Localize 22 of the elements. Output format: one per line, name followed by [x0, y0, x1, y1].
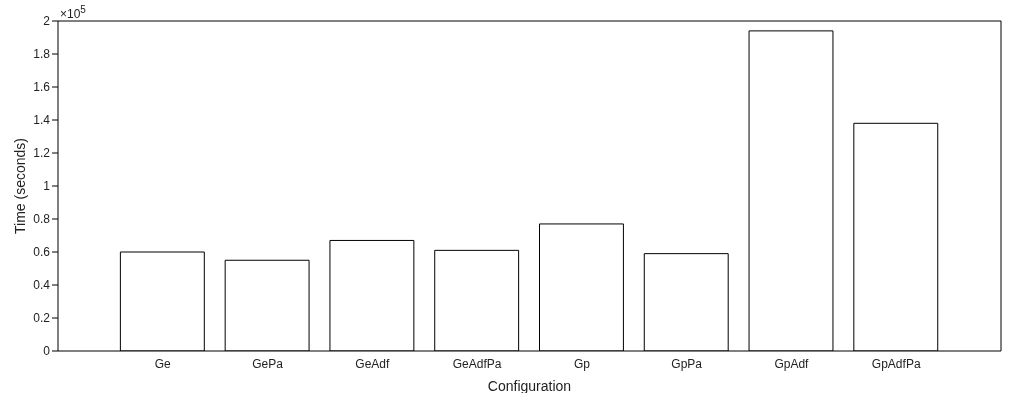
y-tick-label: 2	[43, 14, 51, 29]
y-tick-label: 0.8	[33, 212, 51, 227]
y-tick-label: 0.4	[33, 278, 51, 293]
x-tick-label: GeAdf	[355, 356, 390, 371]
annotation: ×10$^{5}$	[60, 4, 86, 21]
y-tick-label: 0.2	[33, 311, 51, 326]
x-tick-label: GePa	[252, 356, 284, 371]
y-tick-label: 1.4	[33, 113, 51, 128]
x-tick-label: GpAdfPa	[871, 356, 921, 371]
y-tick-label: 1.2	[33, 146, 51, 161]
x-tick-label: GpPa	[671, 356, 703, 371]
x-tick-label: Gp	[573, 356, 591, 371]
y-axis-title: Time (seconds)	[11, 138, 28, 234]
x-tick-label: GeAdfPa	[452, 356, 502, 371]
y-tick-label: 0	[43, 344, 51, 359]
y-tick-label: 1.6	[33, 80, 51, 95]
y-tick-label: 1.8	[33, 47, 51, 62]
x-axis-title: Configuration	[487, 378, 572, 394]
y-tick-label: 0.6	[33, 245, 51, 260]
y-tick-label: 1	[43, 179, 51, 194]
x-tick-label: GpAdf	[774, 356, 810, 371]
x-tick-label: Ge	[154, 356, 172, 371]
